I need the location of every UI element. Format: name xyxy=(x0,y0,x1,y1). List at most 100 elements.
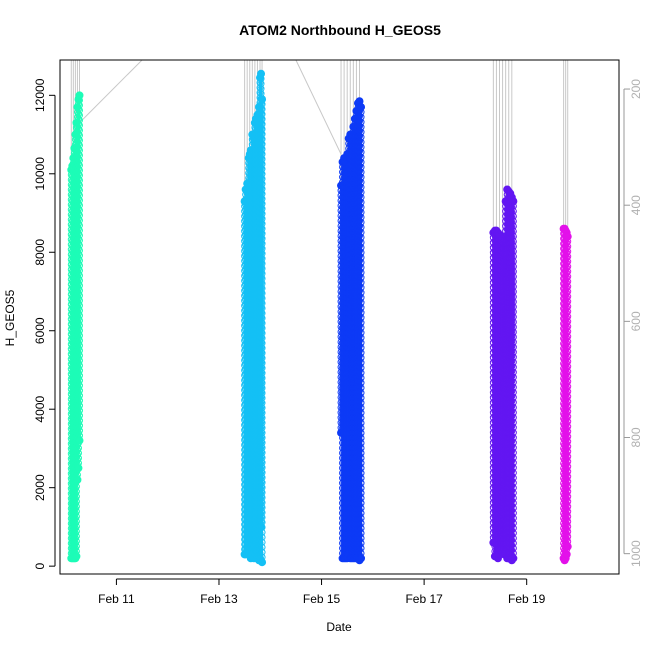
data-point xyxy=(74,449,82,457)
data-point xyxy=(258,120,266,128)
x-tick-label: Feb 15 xyxy=(303,592,341,606)
data-point xyxy=(357,314,365,322)
data-point xyxy=(509,539,517,547)
data-point xyxy=(75,357,83,365)
data-point xyxy=(357,534,365,542)
data-point xyxy=(509,398,517,406)
data-point xyxy=(564,488,572,496)
data-point xyxy=(509,419,517,427)
data-point xyxy=(509,464,517,472)
data-point xyxy=(357,133,365,141)
data-point xyxy=(258,245,266,253)
x-axis-label: Date xyxy=(326,620,352,634)
data-point xyxy=(75,322,83,330)
data-point xyxy=(357,143,365,151)
data-point xyxy=(258,255,266,263)
data-point xyxy=(74,255,82,263)
data-point xyxy=(564,458,572,466)
data-point xyxy=(357,203,365,211)
y-tick-label: 10000 xyxy=(33,157,47,191)
data-point xyxy=(258,130,266,138)
data-point xyxy=(509,263,517,271)
right-tick-label: 1000 xyxy=(629,540,643,567)
data-point xyxy=(509,373,517,381)
data-point xyxy=(357,158,365,166)
data-point xyxy=(357,274,365,282)
data-point xyxy=(509,393,517,401)
data-point xyxy=(258,464,266,472)
data-point xyxy=(564,388,572,396)
x-tick-label: Feb 11 xyxy=(98,592,135,606)
data-point xyxy=(357,304,365,312)
data-point xyxy=(509,243,517,251)
data-point xyxy=(509,519,517,527)
data-point xyxy=(75,166,83,174)
data-point xyxy=(258,349,266,357)
data-point xyxy=(75,191,83,199)
data-point xyxy=(509,237,517,245)
data-point xyxy=(75,347,83,355)
data-point xyxy=(75,226,83,234)
data-point xyxy=(357,264,365,272)
data-point xyxy=(75,126,83,134)
data-point xyxy=(356,232,364,240)
data-point xyxy=(258,374,266,382)
data-point xyxy=(258,289,266,297)
data-point xyxy=(564,398,572,406)
data-point xyxy=(357,414,365,422)
data-point xyxy=(75,296,83,304)
data-point xyxy=(75,422,83,430)
data-point xyxy=(357,253,365,261)
data-point xyxy=(357,374,365,382)
data-point xyxy=(74,190,82,198)
data-point xyxy=(564,418,572,426)
data-point xyxy=(356,162,364,170)
data-point xyxy=(563,324,571,332)
data-point xyxy=(75,141,83,149)
data-point xyxy=(357,489,365,497)
data-point xyxy=(509,222,517,230)
plot-frame xyxy=(59,59,620,575)
data-point xyxy=(509,434,517,442)
data-point-top xyxy=(258,95,267,104)
data-point xyxy=(258,319,266,327)
data-point xyxy=(509,303,517,311)
x-tick-label: Feb 17 xyxy=(405,592,443,606)
data-point xyxy=(258,389,266,397)
data-point xyxy=(357,344,365,352)
data-point xyxy=(258,424,266,432)
data-point xyxy=(258,329,266,337)
data-point xyxy=(509,413,517,421)
data-point xyxy=(356,237,364,245)
data-point xyxy=(509,323,517,331)
data-point xyxy=(357,409,365,417)
data-point xyxy=(564,373,572,381)
data-point xyxy=(258,215,266,223)
data-point xyxy=(564,308,572,316)
data-point-top xyxy=(563,232,572,241)
data-point xyxy=(258,339,266,347)
data-point xyxy=(75,397,83,405)
data-point xyxy=(74,175,82,183)
data-point xyxy=(72,522,80,530)
data-point-bottom xyxy=(563,542,572,551)
data-point xyxy=(357,454,365,462)
data-point xyxy=(509,378,517,386)
data-point xyxy=(258,404,266,412)
right-tick-label: 400 xyxy=(629,195,643,215)
data-point xyxy=(75,306,83,314)
data-point xyxy=(72,507,80,515)
data-point xyxy=(564,433,572,441)
data-point xyxy=(508,417,516,425)
data-point xyxy=(564,313,572,321)
data-point xyxy=(564,273,572,281)
data-series xyxy=(337,97,366,565)
data-point xyxy=(357,163,365,171)
data-point xyxy=(356,187,364,195)
data-point xyxy=(75,301,83,309)
data-point xyxy=(356,192,364,200)
data-point xyxy=(356,277,364,285)
data-point xyxy=(75,271,83,279)
data-point xyxy=(564,508,572,516)
data-point xyxy=(72,498,80,506)
